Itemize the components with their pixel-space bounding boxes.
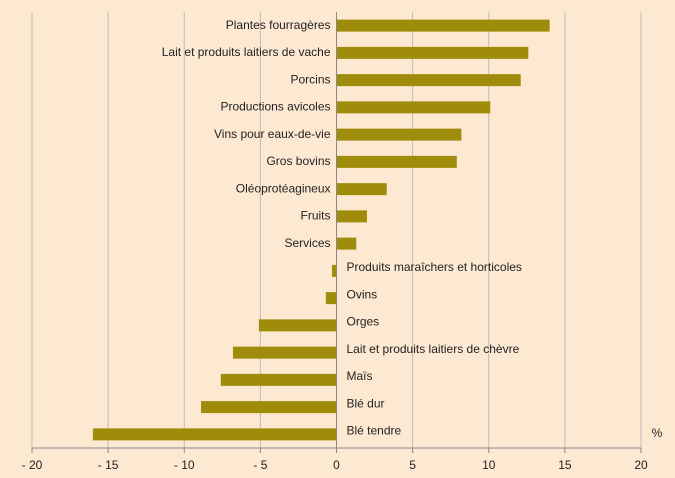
bar [336,210,367,223]
bar [336,19,550,32]
bar [220,373,337,386]
category-label: Productions avicoles [220,100,330,114]
category-label: Oléoprotéagineux [236,181,331,195]
bar [200,401,337,414]
bar [336,237,357,250]
x-tick-label: 20 [634,458,648,472]
category-label: Vins pour eaux-de-vie [214,127,331,141]
bar [336,155,457,168]
bar [325,292,337,305]
category-label: Porcins [290,72,330,86]
category-label: Lait et produits laitiers de vache [162,45,331,59]
bar [336,101,491,114]
x-tick-label: - 5 [253,458,267,472]
category-label: Fruits [301,209,331,223]
x-tick-label: - 20 [22,458,43,472]
x-tick-label: 5 [409,458,416,472]
bar [331,264,337,277]
bar [336,183,387,196]
bar [336,74,521,87]
x-tick-label: - 15 [98,458,119,472]
bar [92,428,337,441]
bar [232,346,337,359]
category-label: Orges [347,315,380,329]
category-label: Plantes fourragères [226,18,331,32]
category-label: Blé dur [347,396,385,410]
x-tick-label: 0 [333,458,340,472]
category-label: Services [284,236,330,250]
category-label: Gros bovins [266,154,330,168]
category-label: Maïs [347,369,373,383]
x-tick-label: 10 [482,458,496,472]
unit-label: % [652,426,663,440]
category-label: Blé tendre [347,424,402,438]
category-label: Ovins [347,287,378,301]
bar [336,46,529,59]
x-tick-label: - 10 [174,458,195,472]
bar [336,128,462,141]
x-tick-label: 15 [558,458,572,472]
category-label: Produits maraîchers et horticoles [347,260,522,274]
bar [258,319,337,332]
category-label: Lait et produits laitiers de chèvre [347,342,520,356]
